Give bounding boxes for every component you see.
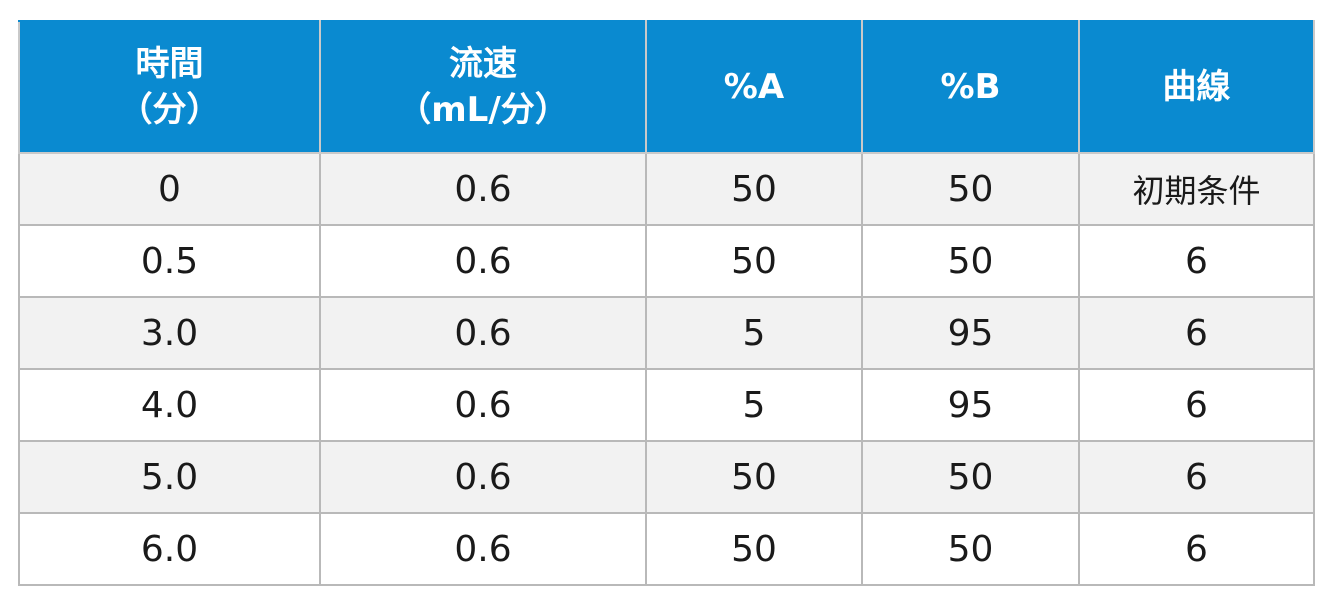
cell-percent-b: 50	[861, 224, 1080, 298]
table-row: 6.0 0.6 50 50 6	[18, 512, 1315, 586]
header-time-label: 時間	[135, 44, 204, 84]
table-row: 5.0 0.6 50 50 6	[18, 440, 1315, 514]
header-flow-rate: 流速 （mL/分）	[319, 20, 647, 154]
cell-flow-rate: 0.6	[319, 152, 647, 226]
header-curve-label: 曲線	[1162, 67, 1231, 107]
cell-time: 0	[18, 152, 321, 226]
table-body: 0 0.6 50 50 初期条件 0.5 0.6 50 50 6 3.0 0.6…	[18, 152, 1315, 586]
cell-percent-b: 50	[861, 152, 1080, 226]
header-row: 時間 （分） 流速 （mL/分） %A %B 曲線	[18, 20, 1315, 154]
table-row: 0 0.6 50 50 初期条件	[18, 152, 1315, 226]
header-percent-a-label: %A	[723, 67, 785, 107]
cell-time: 3.0	[18, 296, 321, 370]
cell-curve: 6	[1078, 296, 1315, 370]
gradient-table-container: 時間 （分） 流速 （mL/分） %A %B 曲線 0	[18, 20, 1315, 586]
cell-flow-rate: 0.6	[319, 368, 647, 442]
cell-curve: 6	[1078, 224, 1315, 298]
cell-percent-b: 95	[861, 296, 1080, 370]
table-row: 3.0 0.6 5 95 6	[18, 296, 1315, 370]
header-percent-b: %B	[861, 20, 1080, 154]
cell-percent-a: 50	[645, 440, 863, 514]
cell-percent-b: 50	[861, 512, 1080, 586]
cell-percent-b: 50	[861, 440, 1080, 514]
table-header: 時間 （分） 流速 （mL/分） %A %B 曲線	[18, 20, 1315, 154]
cell-percent-a: 50	[645, 152, 863, 226]
cell-time: 5.0	[18, 440, 321, 514]
cell-curve: 初期条件	[1078, 152, 1315, 226]
cell-flow-rate: 0.6	[319, 296, 647, 370]
table-row: 4.0 0.6 5 95 6	[18, 368, 1315, 442]
cell-curve: 6	[1078, 512, 1315, 586]
cell-flow-rate: 0.6	[319, 440, 647, 514]
cell-time: 6.0	[18, 512, 321, 586]
gradient-table: 時間 （分） 流速 （mL/分） %A %B 曲線 0	[18, 20, 1315, 586]
cell-time: 4.0	[18, 368, 321, 442]
table-row: 0.5 0.6 50 50 6	[18, 224, 1315, 298]
header-percent-a: %A	[645, 20, 863, 154]
cell-flow-rate: 0.6	[319, 512, 647, 586]
cell-curve: 6	[1078, 368, 1315, 442]
cell-percent-a: 5	[645, 296, 863, 370]
cell-curve: 6	[1078, 440, 1315, 514]
header-percent-b-label: %B	[940, 67, 1001, 107]
header-time: 時間 （分）	[18, 20, 321, 154]
cell-percent-a: 50	[645, 512, 863, 586]
cell-percent-b: 95	[861, 368, 1080, 442]
header-time-unit: （分）	[118, 90, 221, 130]
cell-flow-rate: 0.6	[319, 224, 647, 298]
cell-percent-a: 50	[645, 224, 863, 298]
cell-percent-a: 5	[645, 368, 863, 442]
cell-time: 0.5	[18, 224, 321, 298]
header-flow-rate-unit: （mL/分）	[397, 90, 569, 130]
header-curve: 曲線	[1078, 20, 1315, 154]
header-flow-rate-label: 流速	[449, 44, 517, 84]
